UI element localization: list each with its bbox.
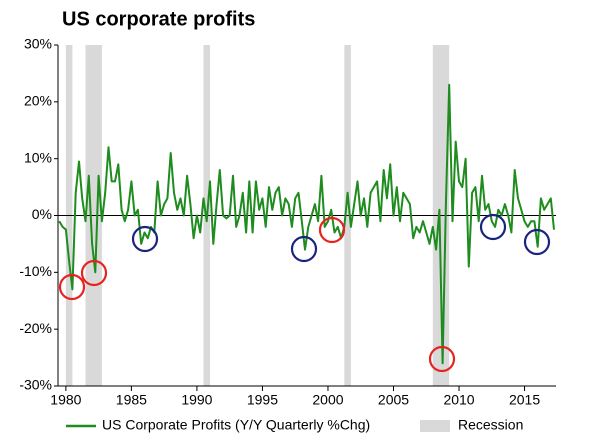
highlight-circle xyxy=(290,235,318,263)
y-tick-label: -30% xyxy=(19,377,52,393)
highlight-circle xyxy=(58,273,86,301)
legend-label: US Corporate Profits (Y/Y Quarterly %Chg… xyxy=(102,417,370,433)
legend-swatch xyxy=(420,420,450,432)
x-tick-label: 2000 xyxy=(312,392,343,408)
x-tick-label: 2015 xyxy=(509,392,540,408)
highlight-circle xyxy=(318,216,346,244)
highlight-circles xyxy=(58,213,551,373)
x-tick-label: 1980 xyxy=(50,392,81,408)
y-tick-label: -20% xyxy=(19,320,52,336)
highlight-circle xyxy=(479,213,507,241)
highlight-circle xyxy=(428,345,456,373)
x-tick-label: 1995 xyxy=(247,392,278,408)
y-tick-label: 0% xyxy=(32,206,52,222)
y-tick-label: 30% xyxy=(24,36,52,52)
x-tick-label: 2010 xyxy=(443,392,474,408)
x-tick-label: 2005 xyxy=(378,392,409,408)
x-tick-label: 1990 xyxy=(181,392,212,408)
highlight-circle xyxy=(80,259,108,287)
highlight-circle xyxy=(523,228,551,256)
highlight-circle xyxy=(131,225,159,253)
x-tick-label: 1985 xyxy=(116,392,147,408)
series-line xyxy=(58,83,555,365)
legend-label: Recession xyxy=(458,417,523,433)
chart-title: US corporate profits xyxy=(62,8,255,30)
y-tick-label: 10% xyxy=(24,149,52,165)
y-tick-label: 20% xyxy=(24,93,52,109)
y-tick-label: -10% xyxy=(19,263,52,279)
